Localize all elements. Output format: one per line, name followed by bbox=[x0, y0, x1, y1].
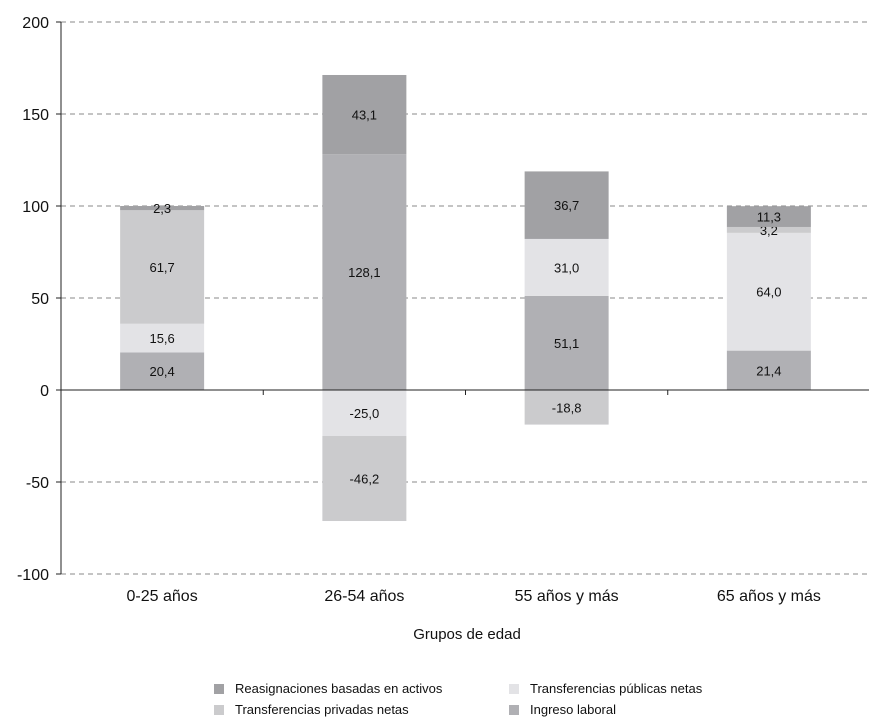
bar-label: 21,4 bbox=[756, 363, 781, 378]
bar-transferencias-privadas-netas-26-54-anos bbox=[322, 436, 407, 522]
legend-label-transferencias-privadas: Transferencias privadas netas bbox=[235, 702, 409, 717]
bar-label: 11,3 bbox=[757, 210, 781, 225]
x-tick-label: 65 años y más bbox=[717, 588, 821, 605]
legend-swatch-ingreso-laboral bbox=[509, 704, 519, 715]
bar-transferencias-publicas-netas-55-anos-y-mas bbox=[524, 238, 609, 296]
bar-reasignaciones-basadas-en-activos-55-anos-y-mas bbox=[524, 171, 609, 239]
bar-reasignaciones-basadas-en-activos-26-54-anos bbox=[322, 74, 407, 155]
bar-label: 64,0 bbox=[756, 285, 781, 300]
y-tick-label: 200 bbox=[22, 15, 49, 32]
bar-ingreso-laboral-26-54-anos bbox=[322, 154, 407, 390]
bar-transferencias-privadas-netas-65-anos-y-mas bbox=[726, 226, 811, 233]
bar-label: -18,8 bbox=[552, 400, 582, 415]
bar-ingreso-laboral-55-anos-y-mas bbox=[524, 295, 609, 390]
y-tick-label: 150 bbox=[22, 107, 49, 124]
legend-item-reasignaciones: Reasignaciones basadas en activos bbox=[214, 681, 442, 696]
legend-item-ingreso-laboral: Ingreso laboral bbox=[509, 702, 616, 717]
bar-transferencias-publicas-netas-65-anos-y-mas bbox=[726, 232, 811, 351]
bar-label: 2,3 bbox=[153, 201, 171, 216]
y-tick-label: 0 bbox=[40, 383, 49, 400]
legend-swatch-transferencias-privadas bbox=[214, 704, 224, 715]
y-tick-label: 50 bbox=[31, 291, 49, 308]
bar-label: 15,6 bbox=[149, 331, 174, 346]
bar-ingreso-laboral-65-anos-y-mas bbox=[726, 350, 811, 390]
bar-label: 43,1 bbox=[352, 108, 377, 123]
bar-label: 20,4 bbox=[149, 364, 174, 379]
legend-label-reasignaciones: Reasignaciones basadas en activos bbox=[235, 681, 443, 696]
legend-swatch-reasignaciones bbox=[214, 683, 224, 694]
legend-item-transferencias-publicas: Transferencias públicas netas bbox=[509, 681, 702, 696]
x-tick-label: 55 años y más bbox=[515, 588, 619, 605]
bar-label: 61,7 bbox=[149, 260, 174, 275]
bar-label: 36,7 bbox=[554, 198, 579, 213]
bar-label: 31,0 bbox=[554, 260, 579, 275]
x-axis-title: Grupos de edad bbox=[413, 626, 521, 643]
bar-ingreso-laboral-0-25-anos bbox=[120, 352, 205, 390]
bar-reasignaciones-basadas-en-activos-0-25-anos bbox=[120, 206, 205, 211]
bar-label: -46,2 bbox=[350, 472, 380, 487]
legend-swatch-transferencias-publicas bbox=[509, 683, 519, 694]
bar-transferencias-privadas-netas-0-25-anos bbox=[120, 210, 205, 324]
bar-label: 51,1 bbox=[554, 336, 579, 351]
y-tick-label: -50 bbox=[26, 475, 49, 492]
legend-label-transferencias-publicas: Transferencias públicas netas bbox=[530, 681, 703, 696]
y-tick-label: -100 bbox=[17, 567, 49, 584]
legend-item-transferencias-privadas: Transferencias privadas netas bbox=[214, 702, 409, 717]
bar-transferencias-privadas-netas-55-anos-y-mas bbox=[524, 390, 609, 425]
bar-label: 128,1 bbox=[348, 265, 381, 280]
bar-reasignaciones-basadas-en-activos-65-anos-y-mas bbox=[726, 206, 811, 227]
x-tick-label: 26-54 años bbox=[324, 588, 404, 605]
bar-transferencias-publicas-netas-0-25-anos bbox=[120, 323, 205, 353]
x-tick-label: 0-25 años bbox=[127, 588, 198, 605]
y-tick-label: 100 bbox=[22, 199, 49, 216]
legend-label-ingreso-laboral: Ingreso laboral bbox=[530, 702, 616, 717]
bar-transferencias-publicas-netas-26-54-anos bbox=[322, 390, 407, 436]
bar-label: -25,0 bbox=[350, 406, 380, 421]
